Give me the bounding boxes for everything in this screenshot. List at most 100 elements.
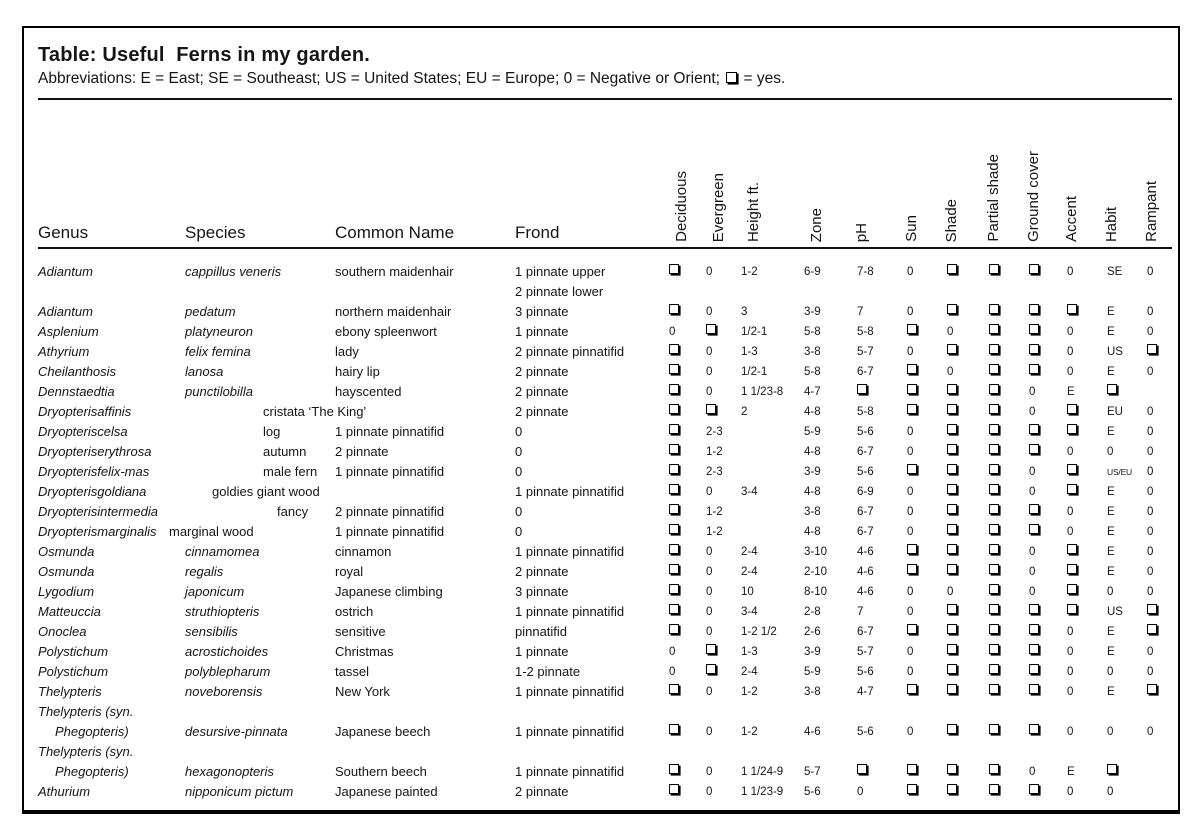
cell-value: 1-3 [741, 646, 758, 658]
cell-deciduous [665, 402, 702, 422]
cell-value: 6-9 [804, 266, 821, 278]
cell-habit: E [1095, 322, 1135, 342]
cell-height-ft [737, 502, 800, 522]
cell-value: 0 [947, 586, 954, 598]
cell-height-ft: 1/2-1 [737, 322, 800, 342]
cell-value: 0 [1147, 306, 1154, 318]
checkbox-icon [1029, 524, 1039, 534]
cell-height-ft [737, 522, 800, 542]
checkbox-icon [1029, 264, 1039, 274]
table-row: Dryopteriserythrosa autumn 2 pinnate 0 1-2 4-… [38, 442, 1172, 462]
checkbox-icon [947, 544, 957, 554]
checkbox-icon [669, 684, 679, 694]
cell-value: 5-6 [857, 726, 874, 738]
cell-sun [895, 782, 935, 802]
cell-value: 1-2 [741, 726, 758, 738]
checkbox-icon [907, 624, 917, 634]
cell-partial-shade [977, 602, 1017, 622]
cell-frond: 0 [515, 444, 523, 459]
cell-habit: US/EU [1095, 462, 1135, 482]
cell-value: 5-7 [857, 346, 874, 358]
checkbox-icon [1029, 724, 1039, 734]
cell-value: 7 [857, 306, 864, 318]
checkbox-icon [1107, 764, 1117, 774]
cell-value: 3-9 [804, 646, 821, 658]
cell-value: 0 [907, 726, 914, 738]
checkbox-icon [669, 584, 679, 594]
table-body: Adiantum cappillus veneris southern maiden… [38, 249, 1172, 802]
checkbox-icon [1067, 404, 1077, 414]
cell-genus: Lygodium [38, 584, 95, 599]
cell-value: 6-7 [857, 626, 874, 638]
cell-habit: E [1095, 502, 1135, 522]
cell-value: 0 [1067, 526, 1074, 538]
cell-value: E [1107, 506, 1115, 518]
cell-ph: 6-7 [845, 442, 895, 462]
cell-zone: 6-9 [800, 262, 845, 282]
rotated-label: Evergreen [710, 172, 727, 242]
cell-shade [935, 402, 977, 422]
cell-deciduous [665, 482, 702, 502]
table-row: Dennstaedtia punctilobilla hayscented 2 pin… [38, 382, 1172, 402]
cell-sun: 0 [895, 522, 935, 542]
cell-deciduous [665, 782, 702, 802]
checkbox-icon [1067, 564, 1077, 574]
cell-accent [1055, 402, 1095, 422]
cell-value: 0 [706, 586, 713, 598]
cell-value: 6-7 [857, 506, 874, 518]
cell-value: 0 [1147, 446, 1154, 458]
cell-sun [895, 542, 935, 562]
cell-ground-cover: 0 [1017, 402, 1055, 422]
cell-evergreen: 0 [702, 782, 737, 802]
cell-height-ft: 3-4 [737, 602, 800, 622]
cell-zone: 3-8 [800, 502, 845, 522]
cell-accent: 0 [1055, 782, 1095, 802]
cell-shade [935, 662, 977, 682]
cell-frond: 3 pinnate [515, 584, 569, 599]
cell-value: 0 [1147, 526, 1154, 538]
cell-sun: 0 [895, 722, 935, 742]
cell-ph: 6-7 [845, 502, 895, 522]
checkbox-icon [989, 484, 999, 494]
cell-rampant: 0 [1135, 262, 1175, 282]
cell-sun: 0 [895, 662, 935, 682]
column-header-frond: Frond [515, 223, 560, 242]
cell-value: 4-7 [857, 686, 874, 698]
cell-genus: Onoclea [38, 624, 87, 639]
cell-habit [1095, 382, 1135, 402]
cell-ph: 4-7 [845, 682, 895, 702]
cell-accent [1055, 542, 1095, 562]
cell-accent: 0 [1055, 522, 1095, 542]
cell-habit: E [1095, 422, 1135, 442]
checkbox-icon [907, 564, 917, 574]
cell-zone: 2-6 [800, 622, 845, 642]
cell-value: 0 [706, 566, 713, 578]
cell-ground-cover [1017, 262, 1055, 282]
cell-common-name: royal [335, 564, 364, 579]
cell-value: 6-7 [857, 526, 874, 538]
cell-accent [1055, 302, 1095, 322]
cell-habit: US [1095, 602, 1135, 622]
cell-partial-shade [977, 582, 1017, 602]
cell-species: polyblepharum [185, 664, 271, 679]
cell-common-name: Christmas [335, 644, 394, 659]
cell-ground-cover: 0 [1017, 762, 1055, 782]
checkbox-icon [989, 444, 999, 454]
cell-frond: 0 [515, 504, 523, 519]
cell-deciduous [665, 722, 702, 742]
cell-accent: 0 [1055, 442, 1095, 462]
cell-genus: Adiantum [38, 264, 93, 279]
cell-deciduous [665, 502, 702, 522]
cell-ph: 7 [845, 602, 895, 622]
cell-rampant: 0 [1135, 642, 1175, 662]
checkbox-icon [989, 584, 999, 594]
cell-partial-shade [977, 262, 1017, 282]
cell-partial-shade [977, 322, 1017, 342]
cell-value: 0 [669, 646, 676, 658]
cell-value: 0 [1067, 666, 1074, 678]
cell-accent [1055, 602, 1095, 622]
abbreviations-line: Abbreviations: E = East; SE = Southeast;… [38, 68, 1172, 90]
cell-sun: 0 [895, 582, 935, 602]
column-header-deciduous: Deciduous [665, 100, 702, 247]
